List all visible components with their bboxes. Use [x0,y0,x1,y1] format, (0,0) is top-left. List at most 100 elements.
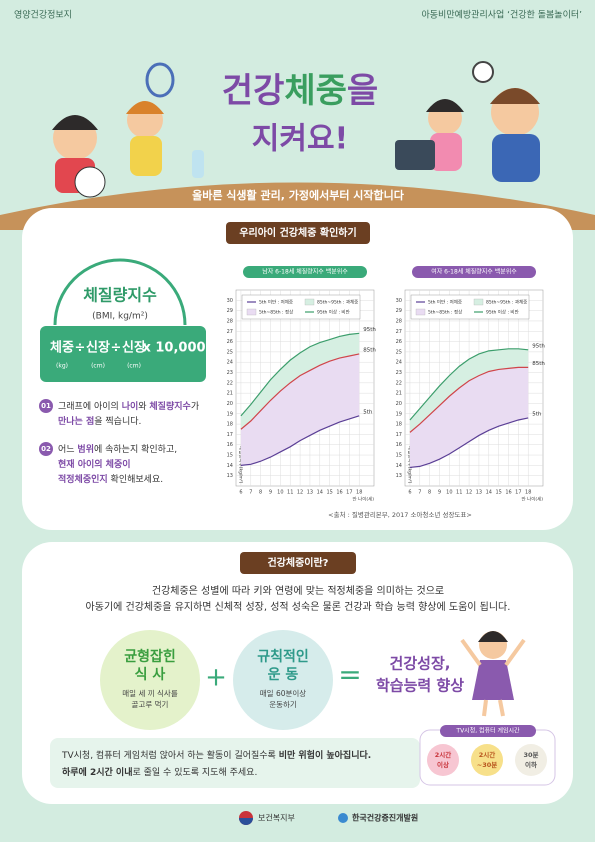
seg: 나이 [122,400,139,412]
x-tick-label: 11 [287,490,293,496]
y-tick-label: 18 [396,422,402,428]
section-tag [240,552,356,574]
series-label: 95th [363,327,376,333]
series-line [240,353,360,430]
section-tag [226,222,370,244]
x-tick-label: 18 [525,490,531,496]
item-desc: 매일 60분이상 [260,688,307,698]
badge-title-bg [440,725,536,737]
seg: 어느 [58,444,77,455]
series-label: 85th [363,347,376,353]
item-circle [100,630,200,730]
y-tick-label: 22 [396,380,402,386]
formula-term: x 10,000 [142,341,205,356]
band [240,333,360,430]
x-tick-label: 10 [446,490,452,496]
x-tick-label: 18 [356,490,362,496]
series-label: 5th [532,411,542,417]
seg: 비만 위험이 높아집니다. [279,749,372,761]
series-label: 85th [532,361,545,367]
plus: + [205,663,227,693]
x-tick-label: 10 [277,490,283,496]
x-tick-label: 12 [466,490,472,496]
item-circle [233,630,333,730]
x-tick-label: 11 [456,490,462,496]
y-tick-label: 24 [396,360,402,366]
x-tick-label: 12 [297,490,303,496]
badge-level-text: ~30분 [477,760,497,769]
y-tick-label: 30 [227,298,233,304]
chart-title: 남자 6-18세 체질량지수 백분위수 [262,268,348,276]
seg: 현재 아이의 체중이 [58,458,131,470]
legend-swatch [246,308,257,316]
formula-unit: (kg) [56,363,68,370]
formula-box [40,326,206,382]
step-text: 만나는 점을 찍습니다. [58,415,141,427]
formula-unit: (cm) [91,363,105,370]
seg: 확인해보세요. [108,473,163,485]
item-desc: 골고루 먹기 [132,699,169,709]
y-tick-label: 14 [227,463,233,469]
legend-swatch [304,298,315,306]
legend-swatch [473,298,484,306]
series-line [409,348,529,421]
y-tick-label: 14 [396,463,402,469]
step-text: 그래프에 아이의 나이와 체질량지수가 [58,400,199,412]
notice: 하루에 2시간 이내로 줄일 수 있도록 지도해 주세요. [62,766,257,778]
series-line [240,332,360,417]
section-tag-text: 우리아이 건강체중 확인하기 [239,226,356,239]
paragraph: 건강체중은 성별에 따라 키와 연령에 맞는 적정체중을 의미하는 것으로 [152,584,444,597]
y-tick-label: 26 [396,339,402,345]
y-tick-label: 13 [227,473,233,479]
badge-level-text: 이상 [437,760,449,769]
x-axis-label: 만 나이(세) [352,496,374,503]
x-tick-label: 16 [505,490,511,496]
seg: 그래프에 아이의 [58,401,122,412]
item-title: 규칙적인 [257,648,309,665]
x-tick-label: 6 [408,490,411,496]
y-tick-label: 26 [227,339,233,345]
y-tick-label: 29 [227,308,233,314]
x-tick-label: 13 [476,490,482,496]
title-part: 을 [347,71,378,111]
y-tick-label: 24 [227,360,233,366]
step-text: 적정체중인지 확인해보세요. [58,473,163,485]
illustration-girl [460,631,526,717]
series-line [409,417,529,469]
y-tick-label: 27 [396,329,402,335]
result: 학습능력 향상 [376,677,464,695]
formula-term: 신장 [86,340,110,356]
subtitle: 올바른 식생활 관리, 가정에서부터 시작합니다 [192,188,405,202]
item-title: 식 사 [135,667,166,683]
x-tick-label: 15 [326,490,332,496]
legend-swatch [415,308,426,316]
step-badge [39,442,53,456]
legend-label: 95th 이상 : 비만 [486,309,519,316]
x-axis-label: 만 나이(세) [521,496,543,503]
y-tick-label: 20 [396,401,402,407]
section-tag-text: 건강체중이란? [267,556,328,569]
badge-title: TV시청, 컴퓨터 게임시간 [455,727,520,735]
y-tick-label: 21 [396,391,402,397]
legend-label: 85th~95th : 과체중 [486,299,527,306]
logo [338,813,348,823]
illustration-right [395,61,540,182]
y-tick-label: 15 [227,453,233,459]
title-pill [412,266,536,278]
formula-term: 신장 [122,340,146,356]
header-right: 아동비만예방관리사업 ‘건강한 돌봄놀이터’ [422,10,583,21]
y-tick-label: 28 [396,318,402,324]
y-tick-label: 23 [227,370,233,376]
x-tick-label: 17 [515,490,521,496]
seg: 로 줄일 수 있도록 지도해 주세요. [133,766,258,778]
badge-level-text: 이하 [525,760,537,769]
badge-level-text: 30분 [523,750,538,759]
equals: = [338,658,361,691]
legend-label: 5th 미만 : 저체중 [259,299,293,306]
item-desc: 운동하기 [269,699,297,709]
legend-label: 95th 이상 : 비만 [317,309,350,316]
chart-title: 여자 6-18세 체질량지수 백분위수 [431,268,517,276]
legend-label: 5th~85th : 정상 [428,309,462,316]
notice-box [50,738,420,788]
source: <출처 : 질병관리본부, 2017 소아청소년 성장도표> [328,510,472,519]
